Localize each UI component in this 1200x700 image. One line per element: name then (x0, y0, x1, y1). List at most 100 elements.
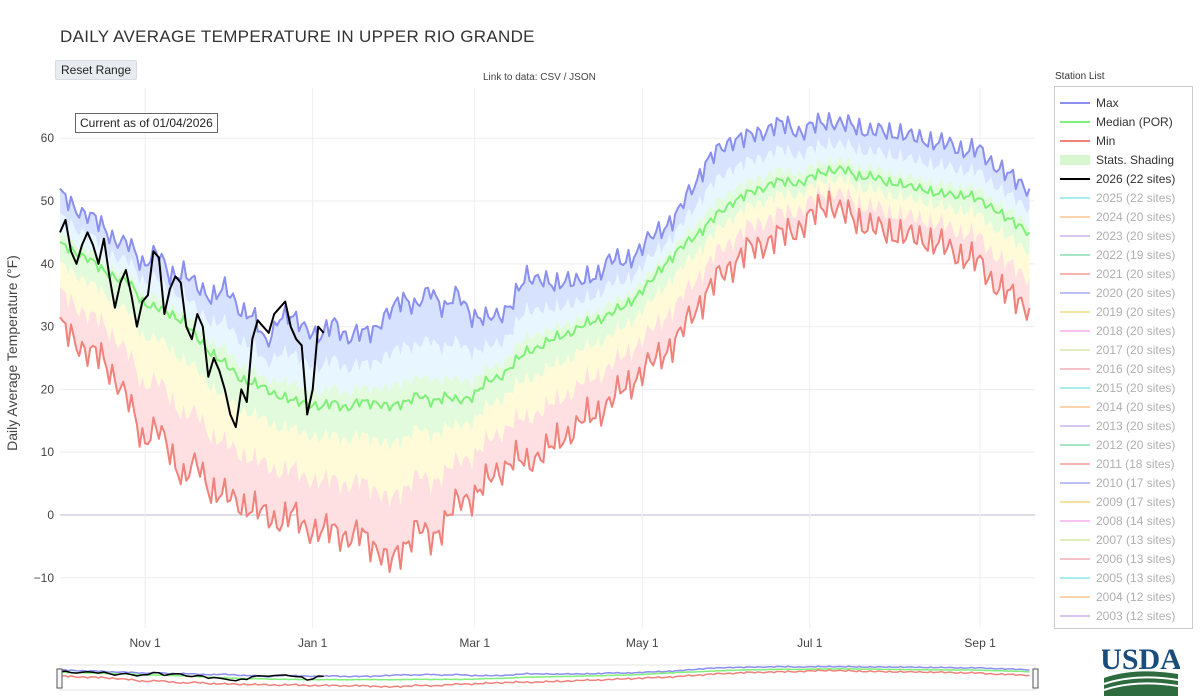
legend-label: 2005 (13 sites) (1096, 570, 1176, 585)
legend-item[interactable]: 2016 (20 sites) (1055, 359, 1192, 378)
legend-item[interactable]: 2005 (13 sites) (1055, 568, 1192, 587)
legend-item[interactable]: 2021 (20 sites) (1055, 264, 1192, 283)
x-axis-ticks: Nov 1 Jan 1 Mar 1 May 1 Jul 1 Sep 1 (129, 636, 996, 650)
legend-label: 2019 (20 sites) (1096, 304, 1176, 319)
legend-label: 2007 (13 sites) (1096, 532, 1176, 547)
legend-swatch (1060, 424, 1090, 427)
legend-label: 2020 (20 sites) (1096, 285, 1176, 300)
y-tick-label: 40 (41, 257, 55, 271)
legend-swatch (1060, 196, 1090, 199)
legend-item[interactable]: Min (1055, 131, 1192, 150)
x-tick-label: Jul 1 (797, 636, 823, 650)
legend-item[interactable]: 2020 (20 sites) (1055, 283, 1192, 302)
slider-line-median (59, 667, 1030, 681)
y-tick-label: 30 (41, 320, 55, 334)
legend-item[interactable]: 2013 (20 sites) (1055, 416, 1192, 435)
legend-label: Max (1096, 95, 1119, 110)
legend-swatch (1060, 234, 1090, 237)
legend-item[interactable]: 2009 (17 sites) (1055, 492, 1192, 511)
legend-item[interactable]: 2003 (12 sites) (1055, 606, 1192, 625)
csv-link[interactable]: CSV (540, 72, 561, 83)
legend-swatch (1060, 101, 1090, 104)
legend-item[interactable]: 2008 (14 sites) (1055, 511, 1192, 530)
legend-item[interactable]: 2012 (20 sites) (1055, 435, 1192, 454)
legend-label: Median (POR) (1096, 114, 1173, 129)
legend-item[interactable]: 2023 (20 sites) (1055, 226, 1192, 245)
station-list-title: Station List (1055, 71, 1105, 82)
legend-label: 2024 (20 sites) (1096, 209, 1176, 224)
legend-swatch (1060, 120, 1090, 123)
y-axis-title: Daily Average Temperature (°F) (4, 255, 20, 451)
legend-item[interactable]: 2017 (20 sites) (1055, 340, 1192, 359)
legend-label: Stats. Shading (1096, 152, 1175, 167)
data-link: Link to data: CSV / JSON (483, 72, 596, 83)
slider-line-min (59, 669, 1030, 689)
legend-label: 2015 (20 sites) (1096, 380, 1176, 395)
legend-swatch (1060, 405, 1090, 408)
slider-handle-right[interactable] (1032, 668, 1039, 689)
legend-item[interactable]: Median (POR) (1055, 112, 1192, 131)
legend-label: 2010 (17 sites) (1096, 475, 1176, 490)
series-line-median (59, 165, 1031, 412)
legend-item[interactable]: 2007 (13 sites) (1055, 530, 1192, 549)
legend-label: 2011 (18 sites) (1096, 456, 1175, 471)
legend-item[interactable]: 2014 (20 sites) (1055, 397, 1192, 416)
legend-label: 2016 (20 sites) (1096, 361, 1176, 376)
y-tick-label: −10 (34, 571, 55, 585)
legend-swatch (1060, 329, 1090, 332)
legend-item[interactable]: Stats. Shading (1055, 150, 1192, 169)
legend-label: 2018 (20 sites) (1096, 323, 1176, 338)
usda-logo-text: USDA (1102, 643, 1180, 676)
reset-range-button[interactable]: Reset Range (55, 60, 138, 80)
legend-label: 2021 (20 sites) (1096, 266, 1176, 281)
series-lines (59, 112, 1031, 573)
legend-swatch (1060, 253, 1090, 256)
legend-swatch (1060, 215, 1090, 218)
legend-label: 2013 (20 sites) (1096, 418, 1176, 433)
legend-item[interactable]: 2011 (18 sites) (1055, 454, 1192, 473)
legend-item[interactable]: 2006 (13 sites) (1055, 549, 1192, 568)
legend-label: 2004 (12 sites) (1096, 589, 1176, 604)
stats-shading (60, 113, 1030, 572)
x-tick-label: Jan 1 (298, 636, 328, 650)
legend-label: 2025 (22 sites) (1096, 190, 1176, 205)
y-axis-ticks: −10 0 10 20 30 40 50 60 (34, 131, 55, 585)
json-link[interactable]: JSON (569, 72, 596, 83)
legend-item[interactable]: 2010 (17 sites) (1055, 473, 1192, 492)
y-tick-label: 0 (47, 508, 54, 522)
slider-handle-left[interactable] (56, 668, 63, 689)
legend-swatch (1060, 177, 1090, 180)
legend-item[interactable]: 2022 (19 sites) (1055, 245, 1192, 264)
legend-swatch (1060, 443, 1090, 446)
legend-item[interactable]: 2018 (20 sites) (1055, 321, 1192, 340)
y-tick-label: 50 (41, 194, 55, 208)
legend-swatch (1060, 154, 1090, 165)
legend-label: 2014 (20 sites) (1096, 399, 1176, 414)
legend-label: 2006 (13 sites) (1096, 551, 1176, 566)
x-tick-label: Sep 1 (964, 636, 996, 650)
series-line-min (59, 190, 1031, 573)
legend-item[interactable]: Max (1055, 93, 1192, 112)
legend-item[interactable]: 2026 (22 sites) (1055, 169, 1192, 188)
y-tick-label: 10 (41, 445, 55, 459)
legend-item[interactable]: 2025 (22 sites) (1055, 188, 1192, 207)
legend-label: 2008 (14 sites) (1096, 513, 1176, 528)
legend-swatch (1060, 614, 1090, 617)
slider-line-current (59, 670, 324, 682)
series-line-max (59, 112, 1031, 348)
legend-label: 2022 (19 sites) (1096, 247, 1176, 262)
legend-item[interactable]: 2024 (20 sites) (1055, 207, 1192, 226)
legend-swatch (1060, 367, 1090, 370)
legend-label: 2026 (22 sites) (1096, 171, 1176, 186)
legend-swatch (1060, 348, 1090, 351)
legend-swatch (1060, 576, 1090, 579)
legend-item[interactable]: 2019 (20 sites) (1055, 302, 1192, 321)
legend-label: Min (1096, 133, 1116, 148)
legend-swatch (1060, 310, 1090, 313)
legend-swatch (1060, 538, 1090, 541)
range-slider[interactable] (56, 664, 1039, 691)
data-link-prefix: Link to data: (483, 72, 538, 83)
legend-item[interactable]: 2004 (12 sites) (1055, 587, 1192, 606)
legend-item[interactable]: 2015 (20 sites) (1055, 378, 1192, 397)
